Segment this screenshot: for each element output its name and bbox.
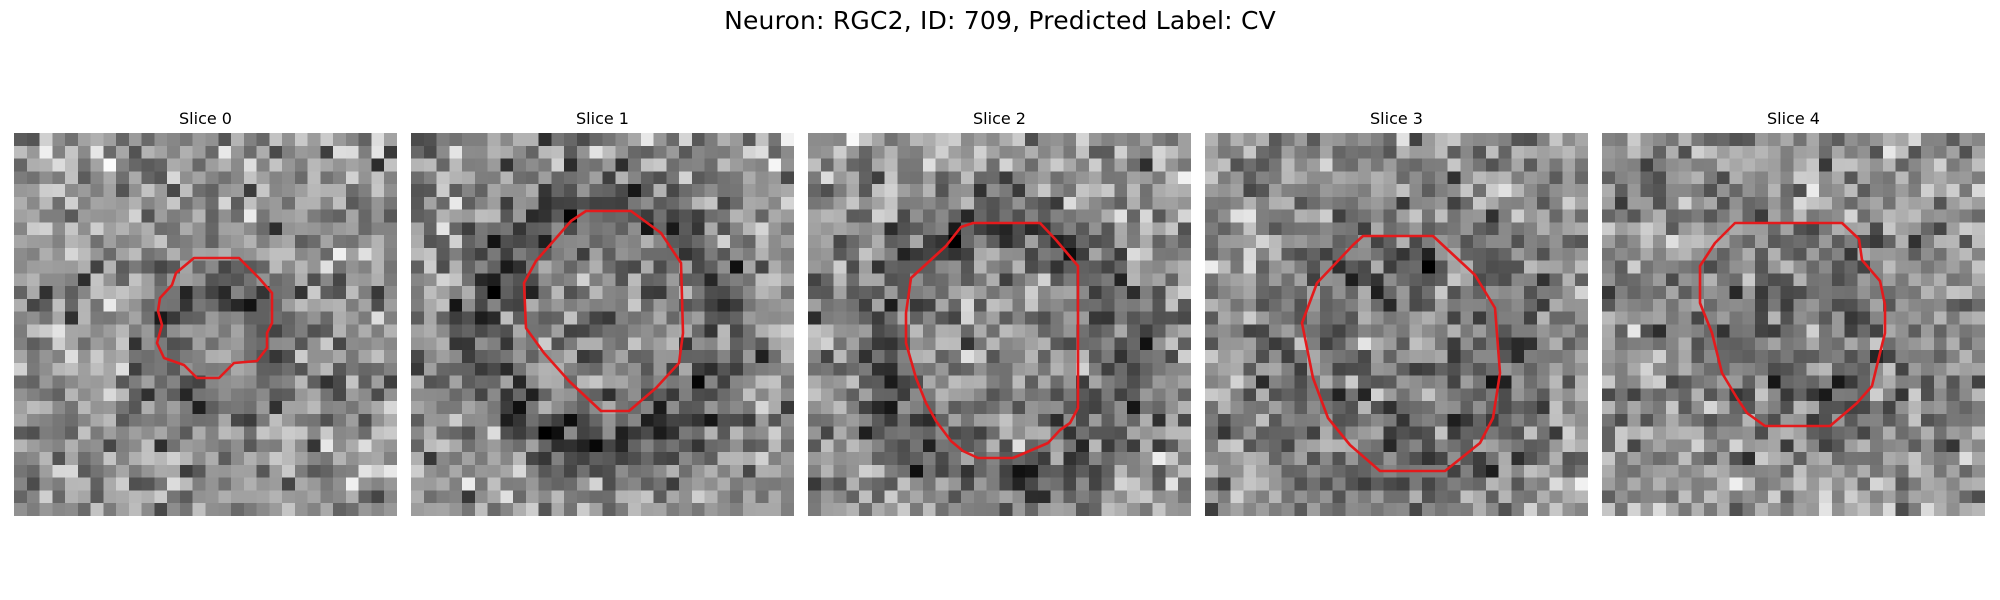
slice-title-3: Slice 3 — [1370, 109, 1423, 128]
slice-panel-3: Slice 3 — [1205, 108, 1588, 516]
slice-image-3 — [1205, 133, 1588, 516]
slice-title-4: Slice 4 — [1767, 109, 1820, 128]
roi-contour — [1300, 234, 1502, 473]
roi-contour — [522, 209, 685, 413]
figure-title: Neuron: RGC2, ID: 709, Predicted Label: … — [724, 6, 1276, 35]
slice-image-2 — [808, 133, 1191, 516]
slice-contour-0 — [155, 256, 274, 380]
roi-contour — [904, 221, 1080, 460]
slice-image-0 — [14, 133, 397, 516]
slice-panel-1: Slice 1 — [411, 108, 794, 516]
slice-title-2: Slice 2 — [973, 109, 1026, 128]
slice-contour-2 — [904, 221, 1080, 460]
slice-title-0: Slice 0 — [179, 109, 232, 128]
slice-panel-0: Slice 0 — [14, 108, 397, 516]
slice-contour-1 — [522, 209, 685, 413]
slice-panel-2: Slice 2 — [808, 108, 1191, 516]
roi-contour — [155, 256, 274, 380]
slice-panel-4: Slice 4 — [1602, 108, 1985, 516]
slice-image-4 — [1602, 133, 1985, 516]
slice-title-1: Slice 1 — [576, 109, 629, 128]
roi-contour — [1698, 221, 1887, 428]
slice-image-1 — [411, 133, 794, 516]
slice-contour-4 — [1698, 221, 1887, 428]
slice-contour-3 — [1300, 234, 1502, 473]
